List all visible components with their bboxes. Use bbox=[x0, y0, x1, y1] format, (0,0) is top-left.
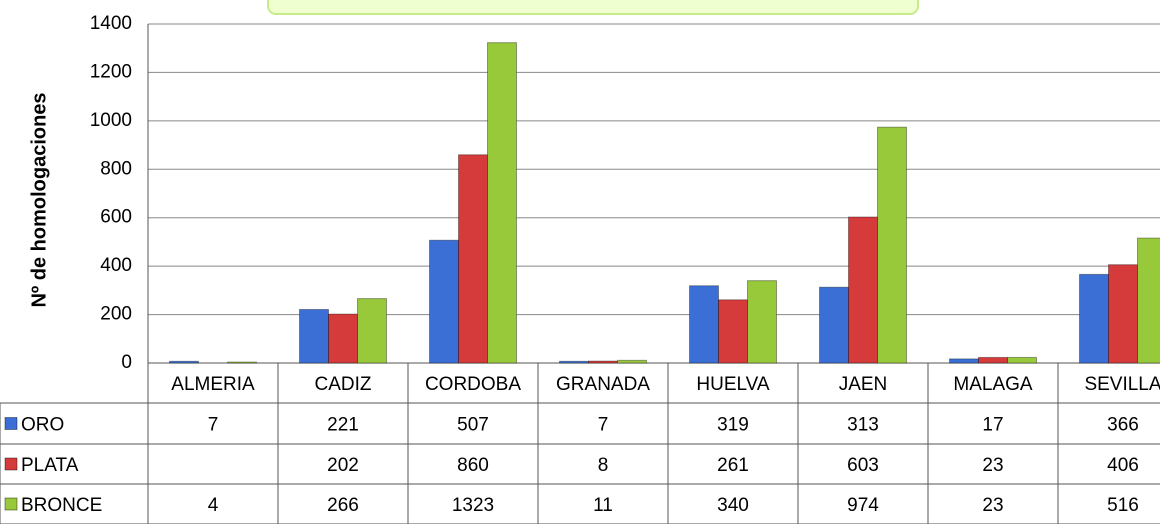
bar bbox=[227, 361, 257, 364]
table-cell: 516 bbox=[1107, 495, 1139, 516]
table-cell: 507 bbox=[457, 415, 489, 436]
bar bbox=[617, 359, 647, 364]
legend-label: PLATA bbox=[21, 455, 79, 476]
y-tick-label: 1200 bbox=[90, 61, 132, 82]
bar bbox=[588, 360, 618, 364]
bar bbox=[487, 42, 517, 364]
bar bbox=[1007, 356, 1037, 364]
bar bbox=[559, 360, 589, 364]
x-tick-label: MALAGA bbox=[953, 374, 1033, 395]
y-tick-label: 200 bbox=[100, 304, 132, 325]
bar bbox=[848, 216, 878, 364]
x-tick-label: ALMERIA bbox=[171, 374, 255, 395]
legend-swatch bbox=[4, 457, 18, 471]
table-cell: 366 bbox=[1107, 415, 1139, 436]
table-cell: 603 bbox=[847, 455, 879, 476]
table-cell: 8 bbox=[598, 455, 609, 476]
y-tick-label: 1400 bbox=[90, 13, 132, 34]
table-cell: 7 bbox=[208, 415, 219, 436]
table-cell: 221 bbox=[327, 415, 359, 436]
title-banner bbox=[267, 0, 919, 15]
bar bbox=[1108, 264, 1138, 364]
bar bbox=[978, 356, 1008, 364]
bar bbox=[458, 154, 488, 364]
legend-label: BRONCE bbox=[21, 495, 102, 516]
legend-swatch bbox=[4, 417, 18, 430]
y-tick-label: 0 bbox=[121, 352, 132, 373]
bar bbox=[689, 285, 719, 364]
y-tick-label: 1000 bbox=[90, 110, 132, 131]
x-tick-label: CADIZ bbox=[315, 374, 372, 395]
table-cell: 340 bbox=[717, 495, 749, 516]
table-cell: 406 bbox=[1107, 455, 1139, 476]
table-cell: 313 bbox=[847, 415, 879, 436]
table-cell: 17 bbox=[982, 415, 1003, 436]
bar bbox=[357, 298, 387, 364]
table-cell: 261 bbox=[717, 455, 749, 476]
x-tick-label: HUELVA bbox=[696, 374, 770, 395]
bar bbox=[747, 280, 777, 364]
bar bbox=[877, 126, 907, 364]
table-cell: 1323 bbox=[452, 495, 494, 516]
table-cell: 11 bbox=[593, 495, 613, 516]
table-cell: 974 bbox=[847, 495, 879, 516]
y-tick-label: 600 bbox=[100, 207, 132, 228]
table-cell: 4 bbox=[208, 495, 219, 516]
table-cell: 319 bbox=[717, 415, 749, 436]
bar bbox=[718, 299, 748, 364]
y-tick-label: 400 bbox=[100, 255, 132, 276]
bar bbox=[299, 308, 329, 364]
bar bbox=[949, 358, 979, 364]
table-cell: 23 bbox=[982, 455, 1003, 476]
bar bbox=[1137, 237, 1160, 364]
table-cell: 266 bbox=[327, 495, 359, 516]
table-cell: 23 bbox=[982, 495, 1003, 516]
table-cell: 7 bbox=[598, 415, 609, 436]
table-cell: 860 bbox=[457, 455, 489, 476]
legend-label: ORO bbox=[21, 415, 64, 436]
legend-swatch bbox=[4, 497, 18, 511]
bar bbox=[328, 313, 358, 364]
bar bbox=[819, 286, 849, 364]
y-axis-label: Nº de homologaciones bbox=[28, 92, 50, 307]
bar bbox=[169, 360, 199, 364]
x-tick-label: CORDOBA bbox=[425, 374, 521, 395]
x-tick-label: GRANADA bbox=[556, 374, 650, 395]
y-tick-label: 800 bbox=[100, 158, 132, 179]
bar bbox=[1079, 273, 1109, 364]
table-cell: 202 bbox=[327, 455, 359, 476]
x-tick-label: SEVILLA bbox=[1084, 374, 1160, 395]
x-tick-label: JAEN bbox=[839, 374, 888, 395]
bar bbox=[429, 239, 459, 364]
